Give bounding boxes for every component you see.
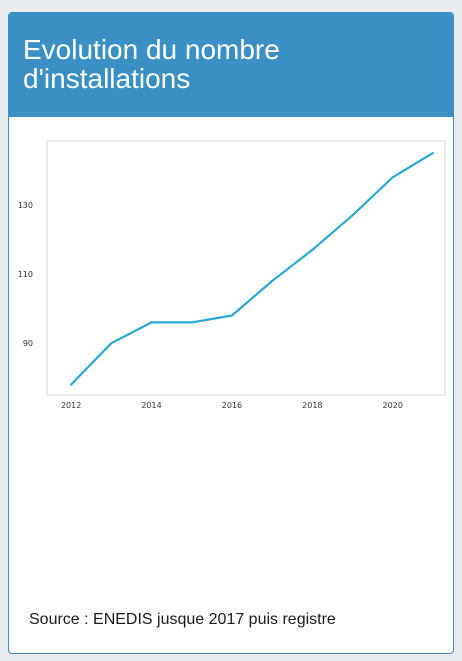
chart-area: 90 110 130 2012 2014 2016 2018 2020 xyxy=(9,117,453,437)
x-tick-label: 2018 xyxy=(302,401,322,410)
x-tick-label: 2012 xyxy=(61,401,81,410)
y-tick-label: 110 xyxy=(18,270,33,279)
x-tick-label: 2020 xyxy=(383,401,403,410)
plot-frame xyxy=(46,140,446,396)
card-title: Evolution du nombre d'installations xyxy=(23,34,280,94)
y-tick-label: 130 xyxy=(18,201,33,210)
series-line-0 xyxy=(69,151,434,386)
x-tick-label: 2014 xyxy=(141,401,161,410)
chart-card: Evolution du nombre d'installations 90 11… xyxy=(8,12,454,654)
line-chart: 90 110 130 2012 2014 2016 2018 2020 xyxy=(18,140,446,410)
source-note: Source : ENEDIS jusque 2017 puis registr… xyxy=(29,611,336,628)
y-tick-label: 90 xyxy=(23,339,33,348)
card-header: Evolution du nombre d'installations xyxy=(9,13,453,117)
x-tick-label: 2016 xyxy=(222,401,242,410)
